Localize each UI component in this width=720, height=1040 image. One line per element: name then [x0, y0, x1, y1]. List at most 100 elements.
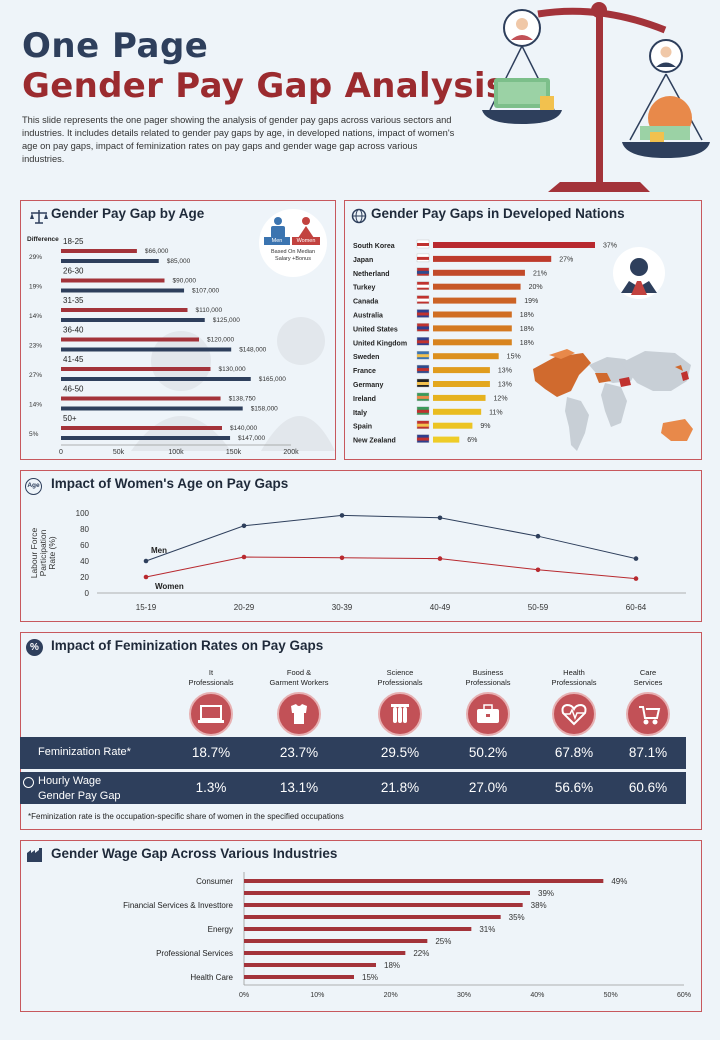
age-chart: Difference 0 50k 100k 150k 200k 18-25 29% $66,0… [27, 236, 335, 456]
industry-bar-label: 39% [538, 889, 554, 898]
women-data-point [437, 556, 443, 561]
y-axis-label: Rate (%) [47, 536, 57, 570]
country-bar-label: 9% [480, 423, 490, 430]
profession-label: Professionals [465, 678, 511, 687]
country-label: South Korea [353, 243, 395, 250]
profession-label: Professionals [377, 678, 423, 687]
men-data-point [143, 558, 149, 564]
women-bar-label: $90,000 [173, 278, 197, 285]
legend-men: Men [264, 237, 290, 245]
country-label: Turkey [353, 285, 376, 292]
industries-chart: 0% 10% 20% 30% 40% 50% 60% 49% Consumer 39% 38% Fin… [123, 872, 691, 999]
man-icon [265, 217, 291, 239]
industry-bar-label: 38% [531, 901, 547, 910]
page-title-line1: One Page [22, 26, 209, 66]
wage-gap-value: 1.3% [195, 780, 227, 795]
x-tick-label: 20% [384, 992, 398, 999]
industry-label: Professional Services [156, 949, 233, 958]
x-tick-label: 0% [239, 992, 249, 999]
feminization-rate-value: 87.1% [628, 745, 668, 760]
age-group-label: 18-25 [63, 237, 84, 246]
women-bar [61, 367, 211, 371]
wage-gap-row: Hourly Wage Gender Pay Gap 1.3% 13.1% 21.8… [20, 772, 686, 804]
x-tick-label: 30-39 [332, 603, 353, 612]
women-bar-label: $66,000 [145, 248, 169, 255]
flag-icon [417, 243, 429, 246]
men-bar-label: $85,000 [167, 258, 191, 265]
y-tick-label: 40 [80, 557, 89, 566]
intro-text: This slide represents the one pager show… [22, 115, 455, 164]
test-tubes-icon [378, 692, 422, 736]
men-bar-label: $107,000 [192, 288, 219, 295]
wage-gap-value: 13.1% [279, 780, 319, 795]
y-tick-label: 60 [80, 541, 89, 550]
industry-label: Health Care [190, 973, 233, 982]
difference-label: Difference [27, 236, 59, 243]
country-bar-label: 37% [603, 243, 617, 250]
age-group-label: 26-30 [63, 267, 84, 276]
feminization-rate-label: Feminization Rate* [38, 746, 131, 758]
y-tick-label: 100 [76, 509, 90, 518]
flag-icon [417, 256, 429, 260]
wage-gap-value: 60.6% [628, 780, 668, 795]
country-label: New Zealand [353, 438, 396, 445]
x-tick-label: 40-49 [430, 603, 451, 612]
flag-icon [417, 382, 429, 385]
flag-icon [417, 312, 429, 316]
laptop-icon [189, 692, 233, 736]
country-bar [433, 436, 460, 443]
y-axis-label: Participation [38, 529, 48, 576]
men-data-point [535, 533, 541, 539]
flag-icon [417, 298, 429, 302]
flag-icon [417, 409, 429, 413]
profession-header: Health Professionals [529, 668, 619, 688]
profession-label: Professionals [551, 678, 597, 687]
industry-bar-label: 49% [611, 877, 627, 886]
country-bar [433, 339, 512, 346]
briefcase-icon [466, 692, 510, 736]
difference-value: 27% [29, 372, 42, 379]
country-bar-label: 21% [533, 270, 547, 277]
garment-icon [277, 692, 321, 736]
country-label: Netherland [353, 271, 390, 278]
country-bar [433, 422, 473, 429]
wage-gap-label-line1: Hourly Wage [38, 775, 102, 787]
flag-icon [417, 437, 429, 441]
country-bar [433, 255, 552, 262]
women-bar-label: $110,000 [196, 307, 223, 314]
country-bar-label: 27% [559, 256, 573, 263]
industry-bar [244, 891, 530, 895]
flag-icon [417, 270, 429, 274]
industry-bar [244, 903, 523, 907]
scale-icon [30, 210, 48, 224]
flag-icon [417, 368, 429, 372]
legend-women: Women [292, 237, 320, 245]
men-bar [61, 377, 251, 381]
men-data-point [437, 515, 443, 521]
stroller-icon [626, 692, 670, 736]
country-label: Sweden [353, 354, 379, 361]
country-bar [433, 269, 525, 276]
profession-label: Garment Workers [269, 678, 329, 687]
country-label: Ireland [353, 396, 376, 403]
world-map-illustration [533, 349, 693, 451]
women-data-point [339, 555, 345, 561]
profession-label: Food & [286, 668, 312, 677]
x-tick-label: 30% [457, 992, 471, 999]
men-series-line [145, 514, 637, 562]
profession-label: Health [563, 668, 585, 677]
profession-header: Food & Garment Workers [254, 668, 344, 688]
industry-bar-label: 35% [509, 913, 525, 922]
men-bar [61, 318, 205, 322]
wage-gap-value: 56.6% [554, 780, 594, 795]
country-bar-label: 11% [489, 409, 503, 416]
men-bar [61, 436, 231, 440]
women-bar [61, 396, 221, 401]
country-bar [433, 408, 482, 415]
age-group-label: 46-50 [63, 385, 84, 394]
country-label: Canada [353, 299, 378, 306]
industry-label: Energy [208, 925, 233, 934]
y-tick-label: 80 [80, 525, 89, 534]
flag-icon [417, 423, 429, 427]
country-bar [433, 283, 521, 290]
